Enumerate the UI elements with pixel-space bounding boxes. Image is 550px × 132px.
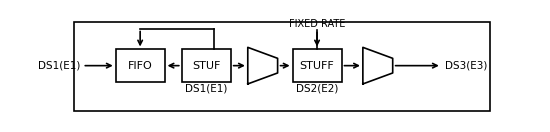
Text: STUFF: STUFF (300, 61, 334, 71)
Bar (116, 49, 164, 82)
Text: DS1(E1): DS1(E1) (185, 84, 227, 94)
Text: DS1(E1): DS1(E1) (39, 61, 81, 71)
Bar (293, 49, 342, 82)
Text: DS3(E3): DS3(E3) (445, 61, 487, 71)
Text: FIFO: FIFO (128, 61, 152, 71)
Bar (74, 22, 490, 111)
Text: STUF: STUF (192, 61, 221, 71)
Bar (182, 49, 231, 82)
Text: DS2(E2): DS2(E2) (296, 84, 338, 94)
Text: FIXED RATE: FIXED RATE (289, 18, 345, 29)
